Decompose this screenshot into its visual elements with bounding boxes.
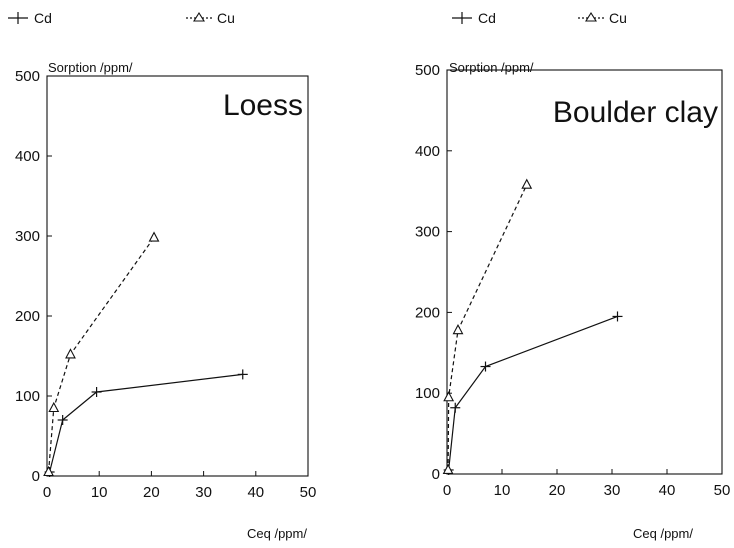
- y-tick-label: 300: [15, 228, 40, 245]
- x-tick-label: 30: [604, 482, 621, 499]
- y-tick-label: 400: [415, 143, 440, 160]
- legend-label-cd: Cd: [34, 10, 52, 26]
- data-point-cu: [43, 465, 54, 477]
- plot-frame: [46, 75, 309, 477]
- x-tick-label: 50: [300, 484, 317, 501]
- x-axis-label: Ceq /ppm/: [633, 526, 693, 541]
- data-point-cu: [65, 348, 76, 359]
- data-point-cd: [237, 369, 248, 380]
- y-tick-label: 300: [415, 224, 440, 241]
- data-point-cu: [48, 401, 60, 413]
- data-point-cu: [442, 463, 454, 475]
- data-point-cu: [452, 324, 464, 335]
- legend-marker-cd: [452, 12, 472, 24]
- data-point-cd: [480, 361, 491, 372]
- series-line-cu: [47, 237, 155, 473]
- plot-frame: [446, 69, 723, 475]
- legend-label-cu: Cu: [217, 10, 235, 26]
- legend-label-cu: Cu: [609, 10, 627, 26]
- data-point-cu: [148, 231, 160, 242]
- legend-boulder-clay: Cd Cu: [452, 10, 627, 26]
- y-tick-label: 500: [415, 62, 440, 79]
- data-point-cu: [443, 391, 455, 402]
- axes-loess: 0 100 200 300 400 500 0 10 20 30 40 50: [15, 68, 316, 501]
- y-tick-label: 0: [32, 468, 40, 485]
- series-line-cd: [448, 315, 618, 471]
- legend-marker-cu: [186, 11, 212, 22]
- x-tick-label: 40: [247, 484, 264, 501]
- data-point-cd: [91, 387, 102, 397]
- legend-loess: Cd Cu: [8, 10, 235, 26]
- data-point-cu: [521, 178, 533, 189]
- marks-boulder-clay: [442, 178, 623, 475]
- y-tick-label: 100: [415, 385, 440, 402]
- y-tick-label: 200: [15, 308, 40, 325]
- y-tick-label: 200: [415, 304, 440, 321]
- x-tick-label: 0: [43, 484, 51, 501]
- axes-boulder-clay: 0 100 200 300 400 500 0 10 20 30 40 50: [415, 62, 730, 499]
- legend-marker-cu: [578, 11, 604, 22]
- x-tick-label: 10: [494, 482, 511, 499]
- y-axis-label: Sorption /ppm/: [48, 60, 133, 75]
- y-tick-label: 0: [432, 466, 440, 483]
- legend-marker-cd: [8, 12, 28, 24]
- series-line-cd: [49, 373, 243, 473]
- x-tick-label: 20: [549, 482, 566, 499]
- x-tick-label: 40: [659, 482, 676, 499]
- series-line-cu: [447, 184, 528, 470]
- y-tick-label: 400: [15, 148, 40, 165]
- x-tick-label: 10: [91, 484, 108, 501]
- data-point-cd: [612, 311, 623, 322]
- marks-loess: [43, 231, 248, 477]
- x-axis-label: Ceq /ppm/: [247, 526, 307, 541]
- chart-boulder-clay: Cd Cu Sorption /ppm/ Boulder clay Ceq /p…: [415, 10, 730, 541]
- chart-loess: Cd Cu Sorption /ppm/ Loess Ceq /ppm/ 0 10…: [8, 10, 316, 541]
- x-tick-label: 30: [195, 484, 212, 501]
- chart-title: Loess: [223, 89, 303, 122]
- data-point-cd: [57, 415, 68, 425]
- chart-title: Boulder clay: [553, 96, 718, 129]
- y-axis-label: Sorption /ppm/: [449, 60, 534, 75]
- x-tick-label: 0: [443, 482, 451, 499]
- data-point-cd: [450, 402, 461, 413]
- x-tick-label: 50: [714, 482, 731, 499]
- y-tick-label: 500: [15, 68, 40, 85]
- y-tick-label: 100: [15, 388, 40, 405]
- legend-label-cd: Cd: [478, 10, 496, 26]
- x-tick-label: 20: [143, 484, 160, 501]
